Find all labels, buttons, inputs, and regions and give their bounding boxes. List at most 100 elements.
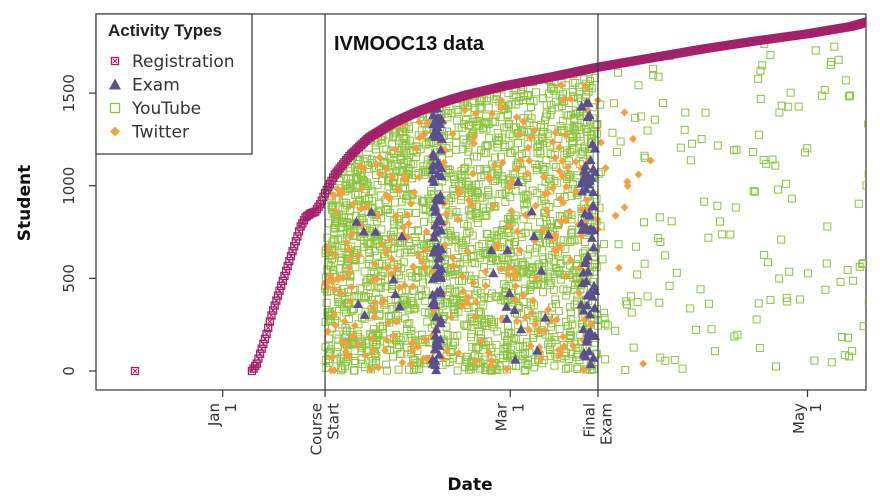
youtube-point	[533, 188, 542, 197]
youtube-point	[351, 263, 360, 272]
twitter-point	[369, 304, 378, 313]
youtube-point	[447, 194, 456, 203]
youtube-point	[519, 259, 528, 268]
twitter-point	[382, 335, 391, 344]
legend-marker	[109, 102, 121, 114]
data-points	[130, 17, 866, 376]
exam-point	[432, 268, 443, 278]
youtube-point	[409, 159, 418, 168]
twitter-point	[601, 164, 610, 173]
legend-title: Activity Types	[108, 21, 222, 40]
youtube-point	[543, 129, 552, 138]
twitter-point	[515, 246, 524, 255]
youtube-point	[545, 253, 554, 262]
youtube-point	[420, 308, 429, 317]
youtube-point	[864, 169, 866, 178]
youtube-point	[564, 111, 573, 120]
youtube-point	[443, 113, 452, 122]
youtube-point	[524, 266, 533, 275]
youtube-point	[394, 341, 403, 350]
twitter-point	[468, 169, 477, 178]
exam-point	[358, 226, 369, 236]
youtube-point	[479, 301, 488, 310]
youtube-point	[758, 61, 767, 70]
twitter-point	[449, 261, 458, 270]
youtube-point	[547, 84, 556, 93]
twitter-point	[497, 102, 506, 111]
youtube-point	[396, 155, 405, 164]
twitter-point	[521, 313, 530, 322]
exam-point	[582, 334, 593, 344]
twitter-point	[328, 352, 337, 361]
twitter-point	[481, 267, 490, 276]
twitter-point	[512, 317, 521, 326]
youtube-point	[365, 254, 374, 263]
twitter-point	[547, 316, 556, 325]
twitter-point	[556, 194, 565, 203]
twitter-point	[562, 182, 571, 191]
twitter-point	[515, 130, 524, 139]
youtube-point	[461, 322, 470, 331]
youtube-point	[556, 275, 565, 284]
twitter-point	[408, 346, 417, 355]
exam-point	[501, 301, 512, 311]
youtube-point	[477, 316, 486, 325]
youtube-point	[331, 218, 340, 227]
twitter-point	[477, 336, 486, 345]
youtube-point	[337, 363, 346, 372]
exam-point	[580, 160, 591, 170]
twitter-point	[350, 321, 359, 330]
twitter-point	[566, 256, 575, 265]
youtube-point	[603, 321, 612, 330]
youtube-point	[536, 218, 545, 227]
registration-point	[264, 323, 273, 332]
youtube-point	[523, 92, 532, 101]
youtube-point	[526, 266, 535, 275]
youtube-point	[418, 330, 427, 339]
twitter-point	[384, 318, 393, 327]
twitter-point	[409, 262, 418, 271]
youtube-point	[632, 242, 641, 251]
youtube-point	[333, 235, 342, 244]
youtube-point	[438, 301, 447, 310]
youtube-point	[827, 57, 836, 66]
exam-point	[435, 314, 446, 324]
twitter-point	[470, 132, 479, 141]
twitter-point	[548, 184, 557, 193]
youtube-point	[568, 320, 577, 329]
youtube-point	[405, 242, 414, 251]
twitter-point	[330, 250, 339, 259]
youtube-point	[547, 278, 556, 287]
exam-point	[583, 176, 594, 186]
youtube-point	[482, 149, 491, 158]
twitter-point	[614, 263, 623, 272]
exam-point	[577, 186, 588, 196]
youtube-point	[471, 193, 480, 202]
youtube-point	[489, 323, 498, 332]
twitter-point	[561, 130, 570, 139]
youtube-point	[327, 201, 336, 210]
y-tick-label: 1500	[60, 74, 78, 112]
twitter-point	[562, 272, 571, 281]
youtube-point	[507, 100, 516, 109]
exam-point	[587, 232, 598, 242]
exam-point	[431, 193, 442, 203]
youtube-point	[451, 287, 460, 296]
youtube-point	[378, 324, 387, 333]
twitter-point	[544, 305, 553, 314]
exam-point	[429, 295, 440, 305]
twitter-point	[582, 196, 591, 205]
registration-point	[863, 17, 866, 26]
youtube-point	[616, 137, 625, 146]
youtube-point	[633, 298, 642, 307]
youtube-point	[410, 305, 419, 314]
youtube-point	[576, 132, 585, 141]
youtube-point	[523, 191, 532, 200]
youtube-point	[541, 199, 550, 208]
youtube-point	[554, 103, 563, 112]
youtube-point	[654, 72, 663, 81]
youtube-point	[566, 315, 575, 324]
x-tick-label: Course	[308, 403, 326, 455]
youtube-point	[462, 236, 471, 245]
youtube-point	[339, 355, 348, 364]
